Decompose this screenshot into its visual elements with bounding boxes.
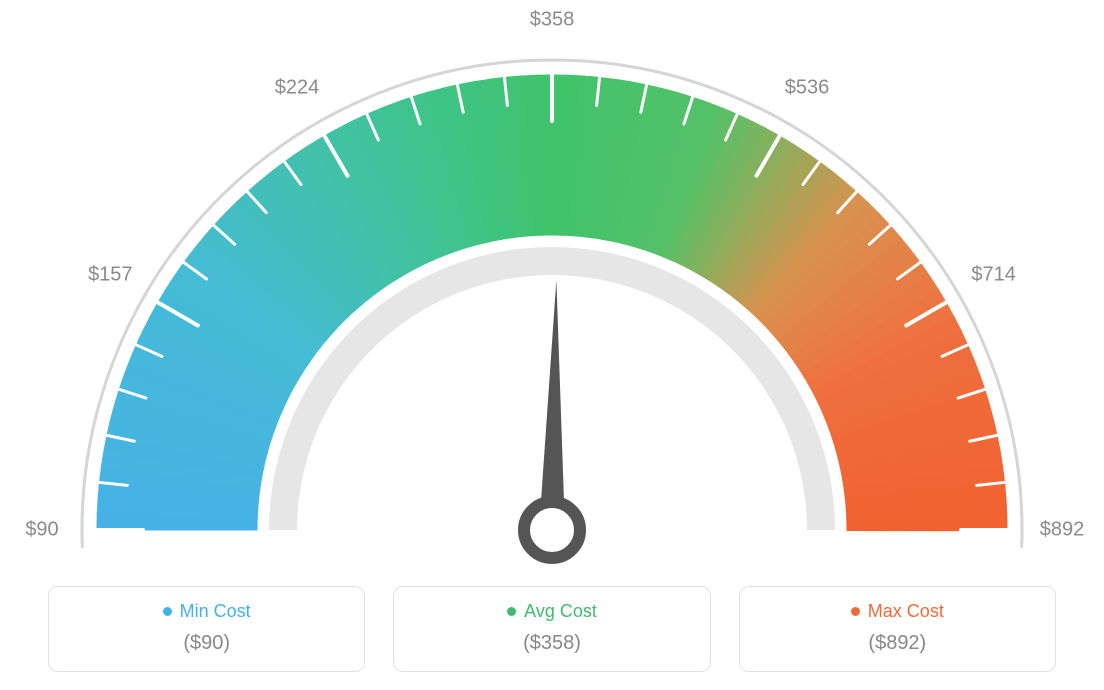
legend-dot-max [851,607,860,616]
gauge-svg [0,0,1104,570]
legend-label-max: Max Cost [868,601,944,622]
gauge-chart: $90 $157 $224 $358 $536 $714 $892 [0,0,1104,560]
legend-value-min: ($90) [67,632,346,655]
legend-title-avg: Avg Cost [507,601,597,622]
legend-title-max: Max Cost [851,601,944,622]
legend-row: Min Cost ($90) Avg Cost ($358) Max Cost … [0,586,1104,672]
legend-label-min: Min Cost [180,601,251,622]
legend-value-avg: ($358) [412,632,691,655]
legend-value-max: ($892) [758,632,1037,655]
legend-card-min: Min Cost ($90) [48,586,365,672]
gauge-tick-label: $157 [88,264,133,287]
legend-label-avg: Avg Cost [524,601,597,622]
legend-card-avg: Avg Cost ($358) [393,586,710,672]
legend-dot-avg [507,607,516,616]
legend-title-min: Min Cost [163,601,251,622]
legend-card-max: Max Cost ($892) [739,586,1056,672]
gauge-tick-label: $90 [25,519,58,542]
gauge-tick-label: $892 [1040,519,1085,542]
gauge-tick-label: $536 [785,77,830,100]
gauge-tick-label: $714 [971,264,1016,287]
gauge-tick-label: $224 [275,77,320,100]
legend-dot-min [163,607,172,616]
gauge-tick-label: $358 [530,9,575,32]
